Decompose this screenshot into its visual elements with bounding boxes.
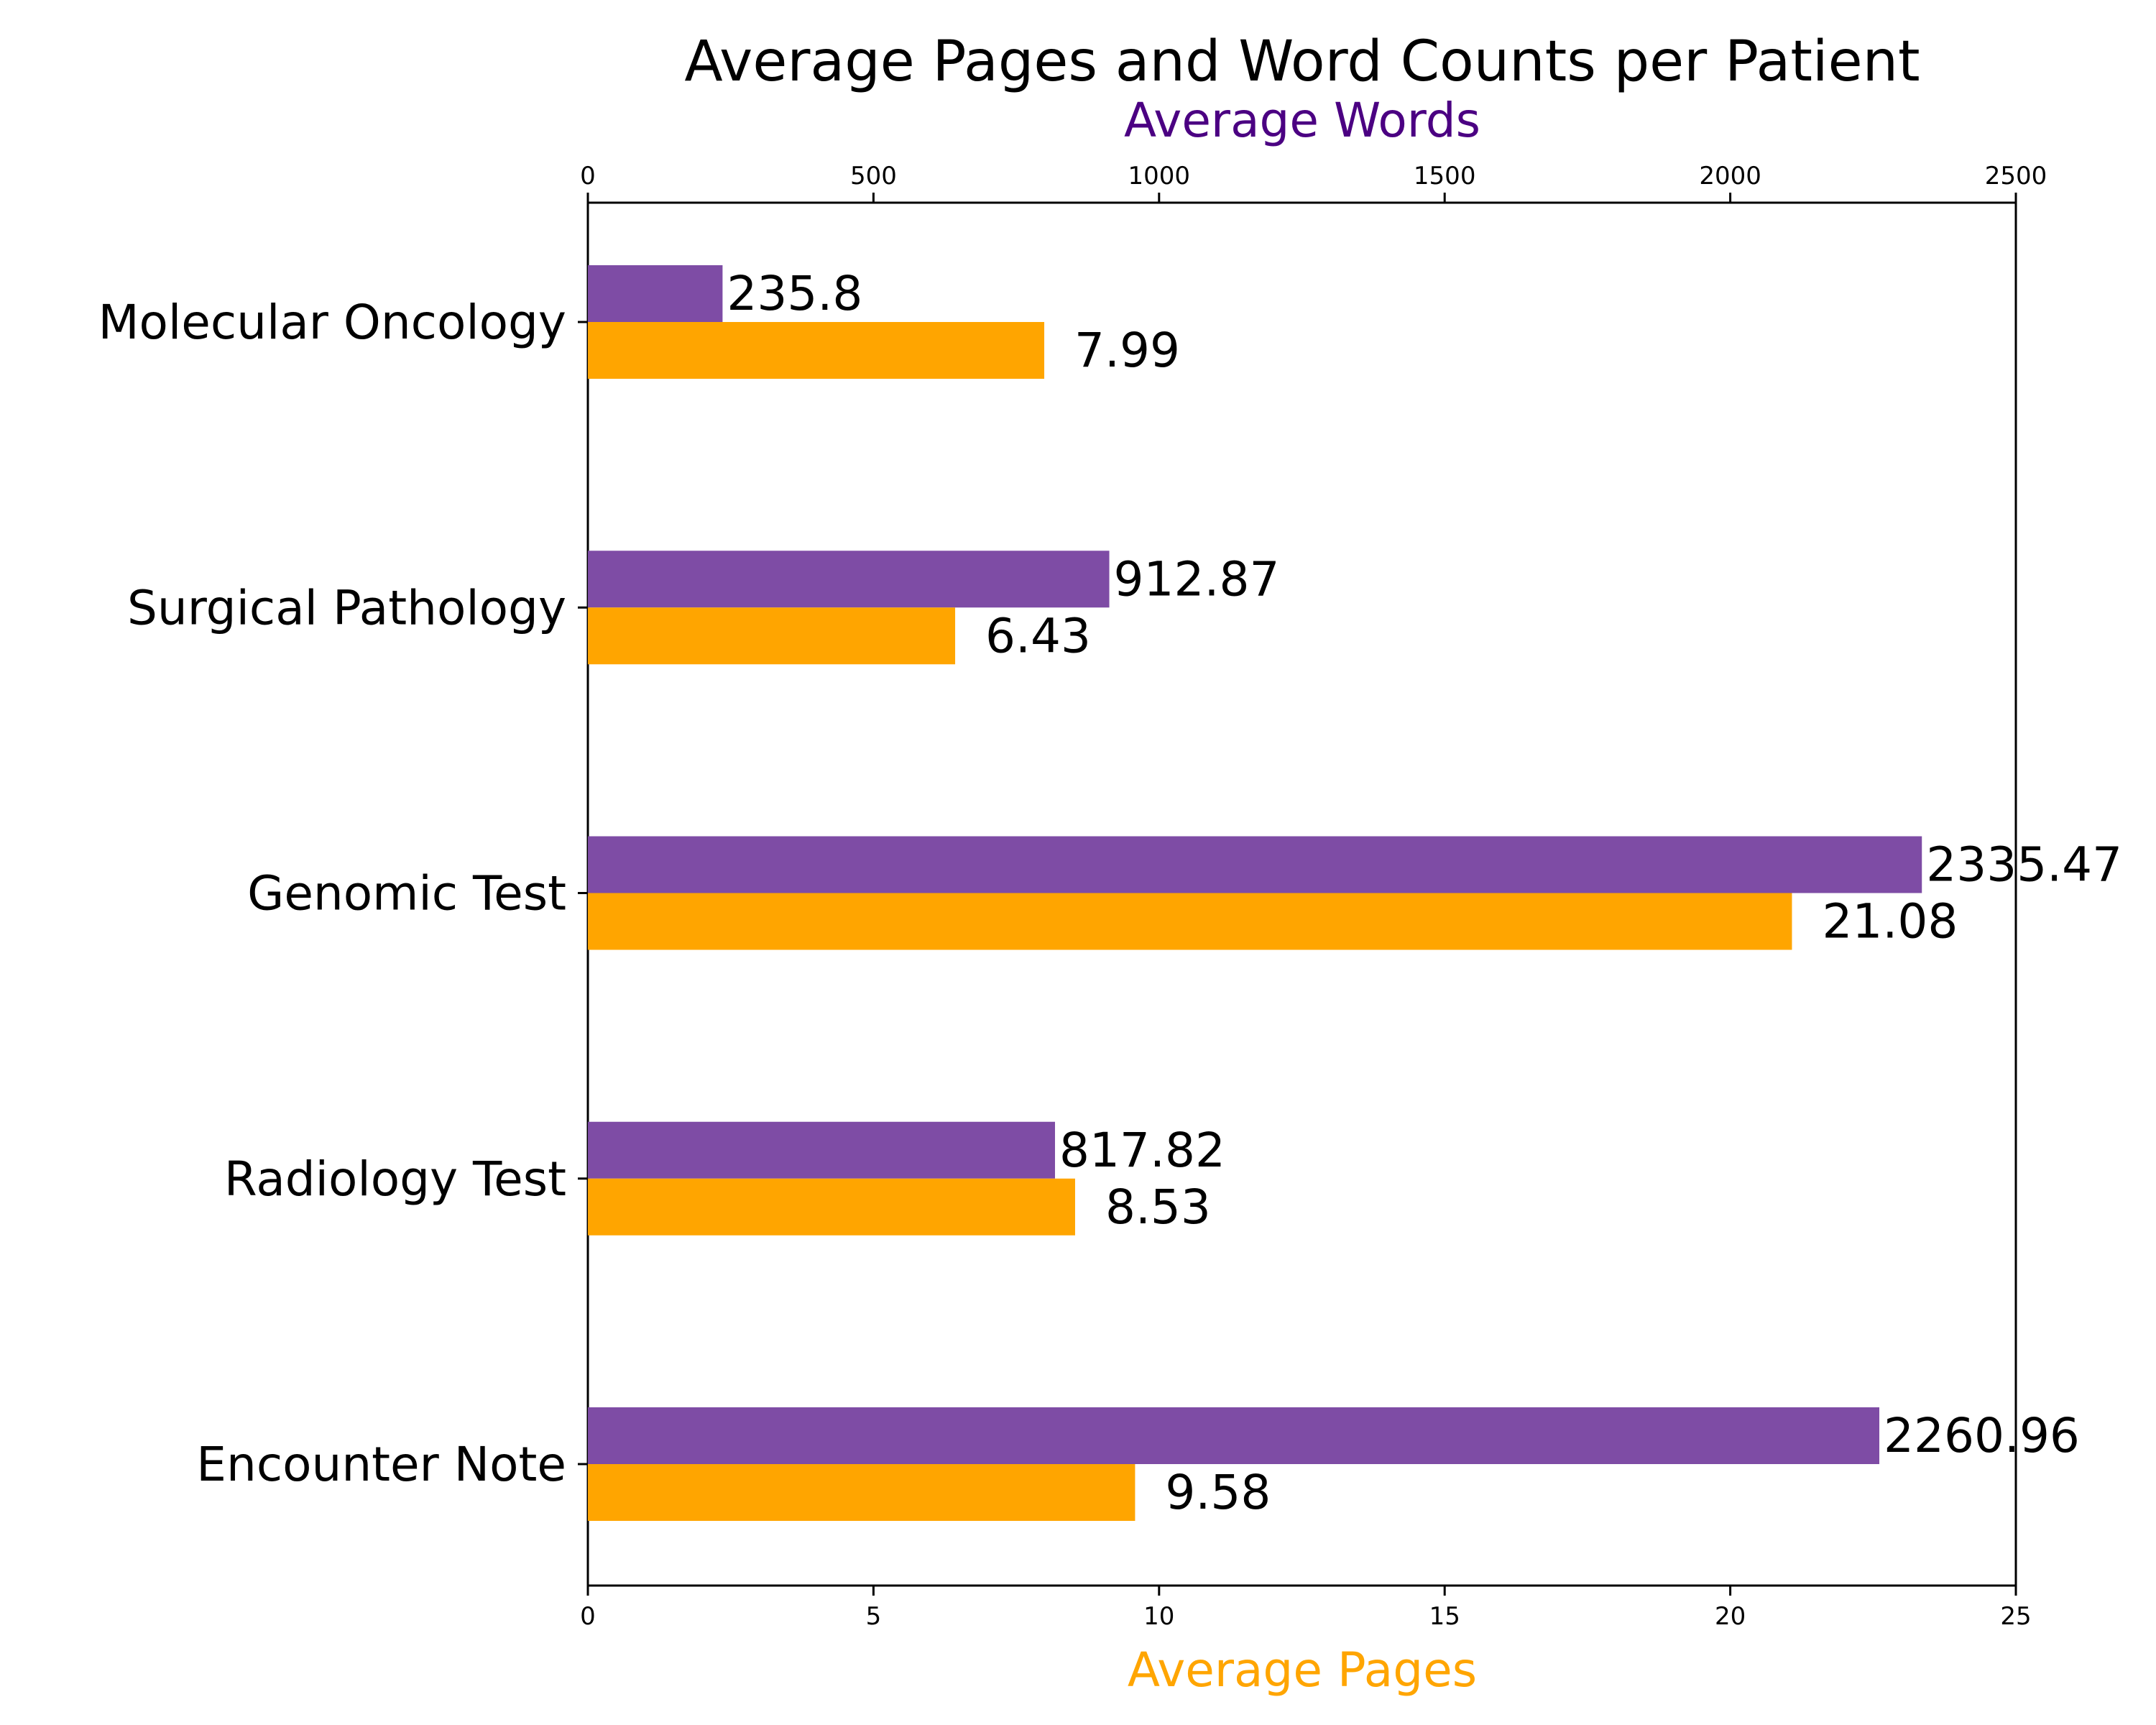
pages-bar xyxy=(588,1464,1135,1521)
bottom-axis-tick-label: 0 xyxy=(580,1602,596,1631)
pages-value-label: 21.08 xyxy=(1822,894,1958,949)
words-bar xyxy=(588,265,723,322)
pages-value-label: 6.43 xyxy=(985,608,1091,663)
top-axis-tick-label: 1500 xyxy=(1414,162,1476,190)
words-value-label: 235.8 xyxy=(727,266,862,321)
pages-bar xyxy=(588,893,1792,950)
pages-value-label: 8.53 xyxy=(1105,1179,1211,1235)
pages-bar xyxy=(588,1178,1075,1236)
bottom-axis-title: Average Pages xyxy=(1128,1642,1477,1698)
pages-bar xyxy=(588,322,1045,379)
category-label: Encounter Note xyxy=(196,1437,566,1492)
words-bar xyxy=(588,551,1110,608)
category-label: Surgical Pathology xyxy=(127,580,566,635)
words-bar xyxy=(588,1407,1880,1464)
bottom-axis-tick-label: 20 xyxy=(1715,1602,1746,1631)
words-value-label: 2335.47 xyxy=(1926,837,2122,893)
top-axis-title: Average Words xyxy=(1124,93,1480,148)
category-label: Molecular Oncology xyxy=(98,295,566,350)
words-bar xyxy=(588,836,1922,893)
top-axis-tick-label: 2500 xyxy=(1985,162,2047,190)
pages-bar xyxy=(588,607,956,665)
pages-value-label: 9.58 xyxy=(1165,1465,1271,1520)
category-label: Genomic Test xyxy=(247,866,566,921)
top-axis-tick-label: 2000 xyxy=(1699,162,1761,190)
category-label: Radiology Test xyxy=(224,1151,566,1207)
words-value-label: 2260.96 xyxy=(1884,1408,2080,1463)
bottom-axis-tick-label: 10 xyxy=(1143,1602,1174,1631)
bottom-axis-tick-label: 5 xyxy=(866,1602,882,1631)
words-value-label: 817.82 xyxy=(1059,1123,1225,1178)
chart-title: Average Pages and Word Counts per Patien… xyxy=(684,29,1920,94)
top-axis-tick-label: 500 xyxy=(850,162,897,190)
pages-value-label: 7.99 xyxy=(1074,323,1180,378)
words-value-label: 912.87 xyxy=(1114,551,1280,607)
bottom-axis-tick-label: 25 xyxy=(2000,1602,2031,1631)
top-axis-tick-label: 1000 xyxy=(1128,162,1191,190)
top-axis-tick-label: 0 xyxy=(580,162,596,190)
bottom-axis-tick-label: 15 xyxy=(1429,1602,1460,1631)
words-bar xyxy=(588,1121,1056,1179)
